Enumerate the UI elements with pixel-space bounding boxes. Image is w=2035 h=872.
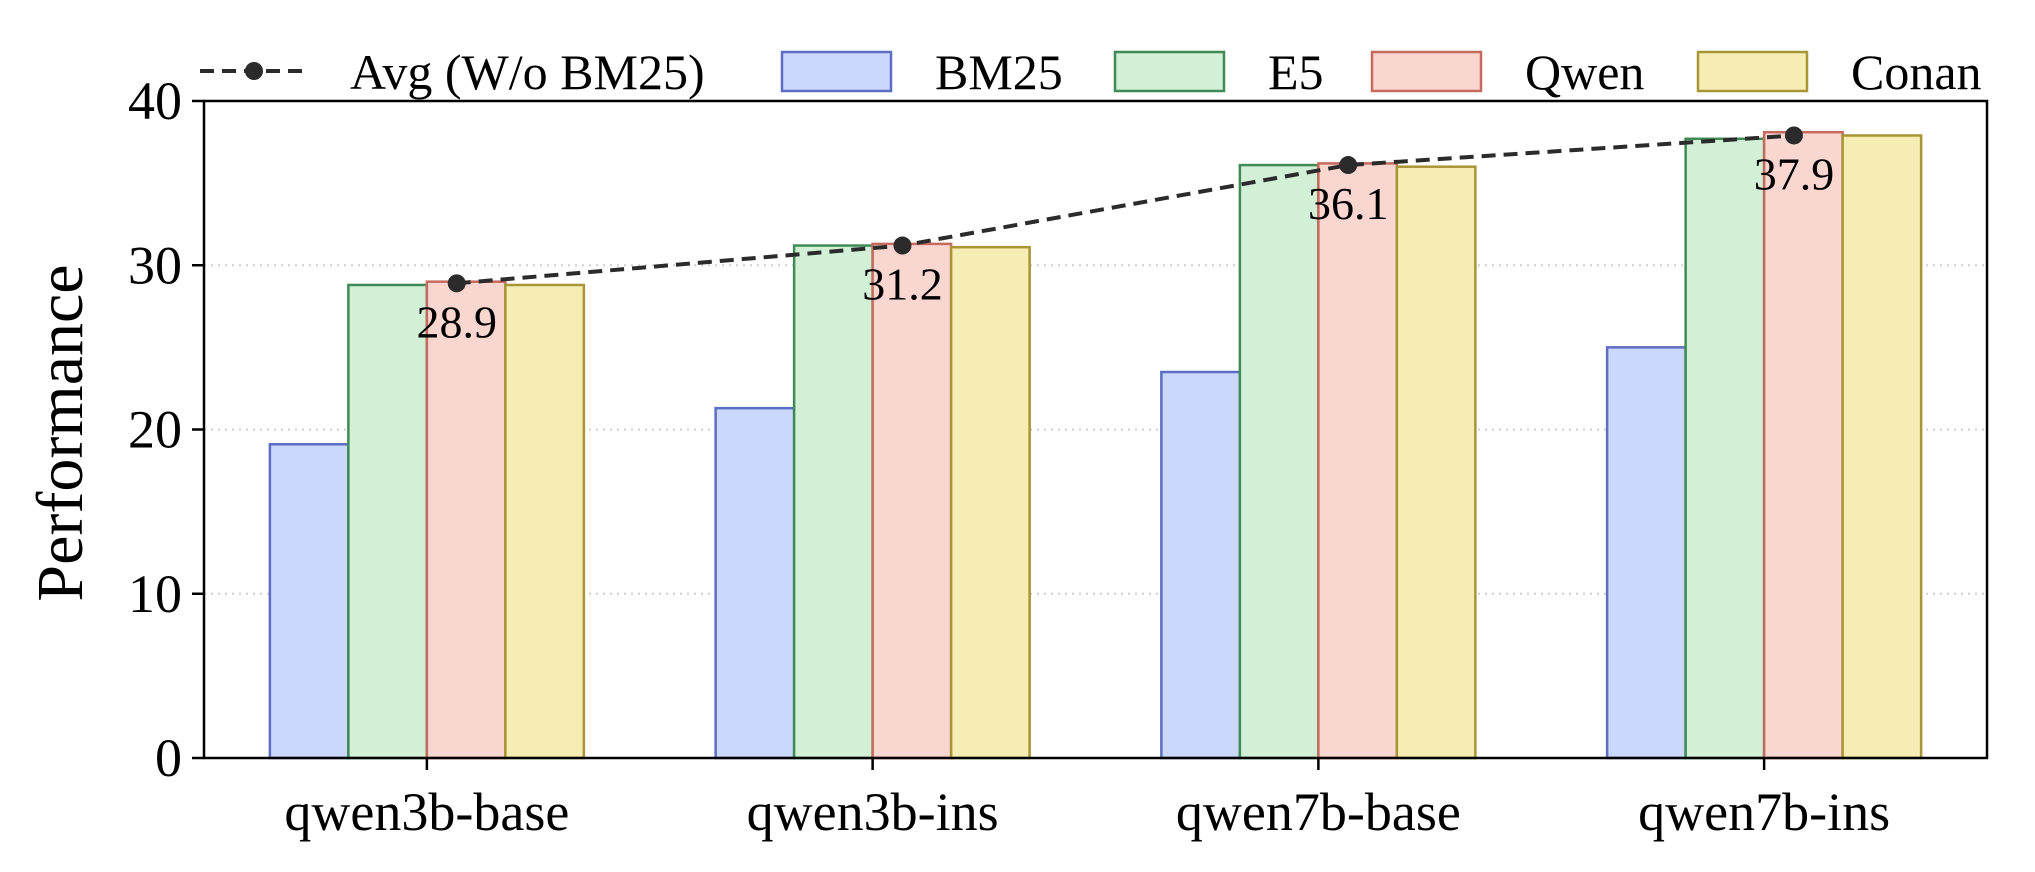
bar-conan-qwen3b-ins [949, 245, 1031, 760]
bar-bm25-qwen7b-ins [1605, 346, 1687, 760]
legend-swatch-bm25 [780, 50, 893, 93]
avg-data-label: 31.2 [862, 259, 943, 310]
avg-data-label: 37.9 [1754, 148, 1835, 199]
legend-label-e5: E5 [1268, 44, 1324, 100]
legend-label-conan: Conan [1851, 44, 1982, 100]
x-tick-label: qwen7b-base [1176, 782, 1461, 842]
legend-swatch-qwen [1370, 50, 1483, 93]
average-line: 28.9 31.2 36.1 37.9 [416, 126, 1834, 347]
bar-conan-qwen7b-base [1395, 165, 1477, 760]
avg-data-label: 36.1 [1308, 178, 1389, 229]
x-tick-label: qwen3b-base [284, 782, 569, 842]
y-tick-label: 20 [128, 400, 182, 460]
y-tick-label: 40 [128, 71, 182, 131]
bar-bm25-qwen7b-base [1160, 370, 1242, 760]
avg-data-label: 28.9 [416, 296, 497, 347]
bar-qwen-qwen7b-base [1317, 162, 1399, 760]
bars [268, 130, 1923, 760]
y-tick-label: 30 [128, 235, 182, 295]
legend: Avg (W/o BM25) BM25 E5 Qwen Conan [200, 44, 1982, 100]
bar-qwen-qwen3b-base [425, 280, 507, 760]
avg-point [1339, 156, 1358, 175]
y-axis-label: Performance [24, 264, 97, 601]
legend-avg-label: Avg (W/o BM25) [350, 44, 705, 100]
legend-avg-marker [245, 62, 263, 80]
bar-e5-qwen3b-ins [792, 244, 874, 760]
avg-point [1784, 126, 1803, 145]
bar-qwen-qwen7b-ins [1762, 130, 1844, 760]
legend-swatch-e5 [1113, 50, 1226, 93]
avg-point [447, 274, 466, 293]
avg-point [893, 236, 912, 255]
y-tick-label: 10 [128, 564, 182, 624]
legend-label-qwen: Qwen [1525, 44, 1644, 100]
bar-e5-qwen7b-ins [1684, 137, 1766, 760]
bar-bm25-qwen3b-base [268, 443, 350, 760]
bar-qwen-qwen3b-ins [871, 242, 953, 760]
x-tick-label: qwen3b-ins [747, 782, 999, 842]
legend-label-bm25: BM25 [935, 44, 1063, 100]
y-tick-label: 0 [155, 728, 182, 788]
bar-bm25-qwen3b-ins [714, 406, 796, 760]
bar-conan-qwen7b-ins [1841, 134, 1923, 760]
legend-swatch-conan [1696, 50, 1809, 93]
avg-line-path [456, 133, 1795, 286]
bar-e5-qwen3b-base [347, 283, 429, 760]
bar-conan-qwen3b-base [504, 283, 586, 760]
x-tick-label: qwen7b-ins [1638, 782, 1890, 842]
bar-e5-qwen7b-base [1238, 163, 1320, 760]
axes: 0 10 20 30 40 qwen3b-base qwen3b-ins qwen7b-bas… [128, 71, 1989, 842]
